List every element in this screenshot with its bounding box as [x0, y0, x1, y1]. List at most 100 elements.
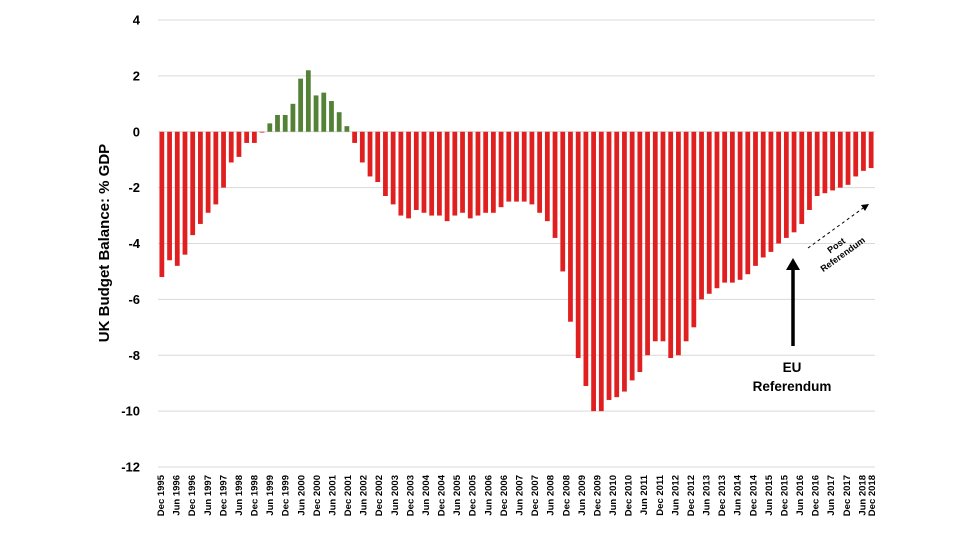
x-tick-label: Jun 2017: [826, 475, 837, 516]
bar: [421, 131, 427, 213]
eu-referendum-annotation: EU Referendum: [753, 258, 832, 394]
eu-referendum-label-line2: Referendum: [753, 379, 832, 394]
bar: [753, 131, 758, 266]
bar: [598, 131, 604, 412]
x-tick-label: Dec 2004: [437, 474, 448, 516]
bar: [691, 131, 697, 328]
x-tick-label: Dec 2009: [592, 475, 603, 516]
bar: [606, 131, 612, 400]
grid-layer: [158, 19, 875, 468]
bar: [814, 131, 820, 197]
y-tick-labels: 4 2 0 -2 -4 -6 -8 -10 -12: [121, 13, 141, 475]
bar: [244, 131, 250, 143]
bar: [182, 131, 188, 255]
bar: [537, 131, 543, 213]
x-tick-label: Jun 2002: [359, 475, 370, 516]
x-tick-label: Dec 1995: [156, 474, 167, 516]
bar: [159, 131, 165, 278]
x-tick-label: Jun 2006: [483, 475, 494, 516]
bar: [444, 131, 450, 222]
x-tick-label: Dec 1998: [250, 475, 261, 516]
bar: [583, 131, 589, 386]
bar: [251, 131, 257, 143]
bar: [298, 78, 304, 132]
bar: [367, 131, 373, 177]
bar: [452, 131, 458, 216]
x-tick-label: Dec 2012: [686, 475, 697, 516]
bar: [282, 114, 288, 132]
bar: [683, 131, 689, 342]
x-tick-label: Dec 2011: [655, 474, 666, 515]
x-tick-label: Jun 2012: [670, 475, 681, 516]
bar: [629, 131, 635, 381]
x-tick-label: Dec 1997: [218, 475, 229, 516]
bar: [560, 131, 566, 272]
x-tick-label: Jun 1998: [234, 475, 245, 516]
bar: [336, 112, 342, 132]
bar: [167, 131, 172, 261]
x-tick-label: Dec 2006: [499, 475, 510, 516]
bar: [344, 126, 350, 132]
bar: [521, 131, 527, 202]
post-referendum-annotation: Post Referendum: [807, 204, 869, 274]
y-tick-label: 2: [133, 68, 140, 83]
bar: [198, 131, 203, 224]
bar: [637, 131, 643, 373]
bar: [768, 131, 774, 252]
bar: [575, 131, 581, 359]
x-tick-label: Jun 2018: [857, 475, 868, 516]
y-tick-label: 0: [133, 124, 140, 139]
y-tick-label: -10: [121, 404, 140, 419]
bar: [714, 131, 720, 289]
x-tick-labels: Dec 1995 Jun 1996 Dec 1996 Jun 1997 Dec 1997…: [156, 474, 878, 516]
bar: [228, 131, 234, 163]
y-tick-label: 4: [133, 13, 141, 28]
bar: [506, 131, 512, 202]
x-tick-label: Jun 1996: [172, 475, 183, 516]
x-tick-label: Jun 2009: [577, 475, 588, 516]
x-tick-label: Dec 1996: [187, 475, 198, 516]
bar: [359, 131, 365, 163]
x-tick-label: Dec 2005: [468, 474, 479, 516]
bar: [807, 131, 812, 210]
bar: [398, 131, 404, 216]
bar: [760, 131, 766, 258]
y-tick-label: -2: [128, 180, 140, 195]
bar: [352, 131, 357, 143]
bar: [390, 131, 396, 205]
bar: [305, 70, 311, 132]
bar: [699, 131, 704, 300]
bar: [321, 92, 327, 132]
bar: [660, 131, 666, 342]
bar: [830, 131, 835, 191]
x-tick-label: Dec 2010: [624, 475, 635, 516]
bar: [652, 131, 658, 342]
x-tick-label: Dec 2008: [561, 475, 572, 516]
x-tick-label: Jun 2004: [421, 474, 432, 515]
x-tick-label: Jun 2001: [327, 474, 338, 515]
y-tick-label: -6: [128, 292, 140, 307]
bar: [837, 131, 843, 188]
bar: [413, 131, 419, 210]
bar: [259, 131, 265, 133]
x-tick-label: Dec 2000: [312, 475, 323, 516]
bar: [275, 114, 280, 132]
x-tick-label: Dec 2015: [779, 474, 790, 516]
x-tick-label: Jun 2016: [795, 475, 806, 516]
bar: [236, 131, 242, 157]
bar: [313, 95, 319, 132]
bar: [460, 131, 465, 213]
x-tick-label: Dec 1999: [281, 475, 292, 516]
bar: [614, 131, 620, 398]
x-tick-label: Jun 2014: [733, 474, 744, 515]
bar: [737, 131, 743, 280]
x-tick-label: Jun 2008: [546, 475, 557, 516]
bar: [467, 131, 473, 219]
bar: [267, 123, 273, 132]
x-tick-label: Jun 2005: [452, 474, 463, 515]
bar: [544, 131, 550, 222]
x-tick-label: Dec 2003: [405, 475, 416, 516]
x-tick-label: Jun 2007: [515, 475, 526, 516]
bar: [375, 131, 381, 183]
